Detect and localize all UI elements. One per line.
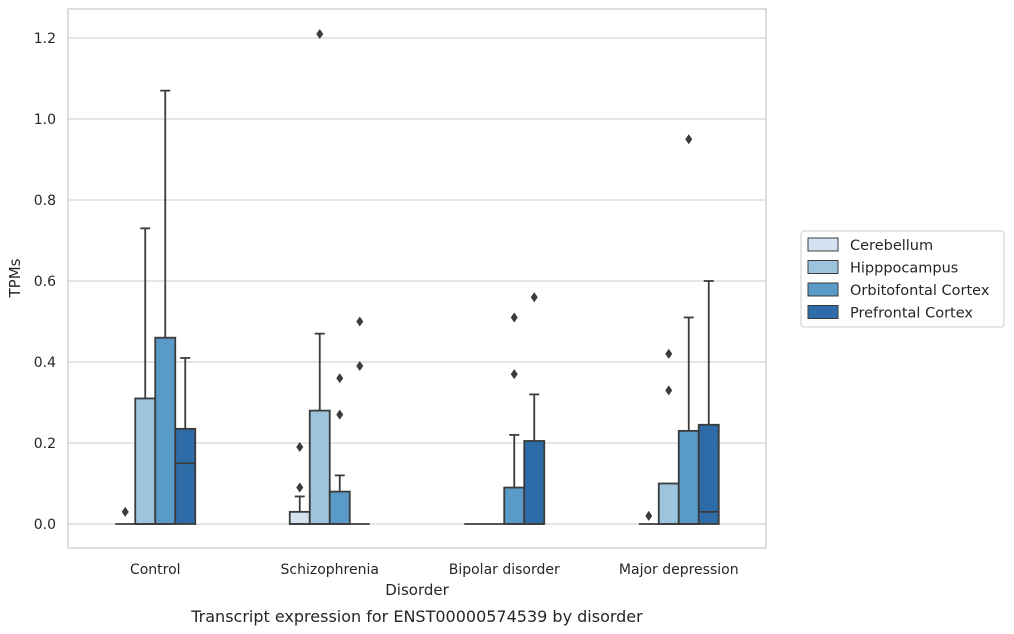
box-body [503,486,526,525]
legend-frame [800,230,1005,328]
x-tick-labels: Control Schizophrenia Bipolar disorder Majo… [130,562,739,578]
box-prefrontal-cortex [174,357,197,525]
legend: Cerebellum Hipppocampus Orbitofontal Corte… [800,230,1005,328]
y-tick-label: 1.0 [34,112,56,128]
y-tick-labels: 0.0 0.2 0.4 0.6 0.8 1.0 1.2 [34,31,56,533]
legend-swatch [807,237,839,252]
chart-caption: Transcript expression for ENST0000057453… [190,607,643,626]
box-prefrontal-cortex [697,280,720,525]
box-body [174,427,197,525]
legend-swatch [807,305,839,319]
outlier-point [685,134,693,145]
legend-label: Cerebellum [850,238,933,254]
outlier-point [665,348,673,359]
y-tick-label: 0.6 [34,274,56,290]
y-tick-label: 0.8 [34,193,56,209]
legend-swatch [807,282,839,297]
box-body [677,429,700,525]
x-tick-label: Schizophrenia [281,562,379,578]
y-tick-label: 0.0 [34,517,56,533]
box-hipppocampus [308,28,331,525]
box-prefrontal-cortex [523,292,546,525]
box-orbitofontal-cortex [328,373,351,525]
outlier-point [336,409,344,420]
y-tick-label: 0.2 [34,436,56,452]
box-marks [115,28,720,525]
box-orbitofontal-cortex [154,89,177,525]
box-body [328,490,351,525]
box-body [308,409,331,525]
legend-label: Orbitofontal Cortex [850,283,990,299]
legend-label: Prefrontal Cortex [850,306,973,322]
outlier-point [510,369,518,380]
outlier-point [510,312,518,323]
box-body [154,336,177,525]
x-axis-title: Disorder [385,581,449,599]
outlier-point [336,373,344,384]
plot-area-frame [67,8,767,549]
box-body [657,482,680,525]
box-body [697,423,720,525]
outlier-point [296,442,304,453]
outlier-point [665,385,673,396]
y-tick-label: 1.2 [34,31,56,47]
box-cerebellum [638,510,659,525]
outlier-point [121,506,129,517]
box-hipppocampus [134,227,157,525]
box-cerebellum [115,506,136,525]
box-prefrontal-cortex [349,316,370,525]
box-orbitofontal-cortex [503,312,526,525]
box-body [523,440,546,525]
x-tick-label: Control [130,562,181,578]
outlier-point [645,510,653,521]
outlier-point [296,482,304,493]
outlier-point [316,28,324,39]
outlier-point [356,361,364,372]
box-cerebellum [288,442,311,525]
box-body [288,510,311,525]
outlier-point [530,292,538,303]
y-axis-title: TPMs [6,258,24,298]
box-orbitofontal-cortex [677,134,700,525]
outlier-point [356,316,364,327]
box-body [134,397,157,525]
x-tick-label: Major depression [619,562,739,578]
x-tick-label: Bipolar disorder [449,562,560,578]
y-tick-label: 0.4 [34,355,56,371]
box-hipppocampus [657,348,680,525]
legend-swatch [807,260,839,274]
legend-label: Hipppocampus [850,261,958,277]
